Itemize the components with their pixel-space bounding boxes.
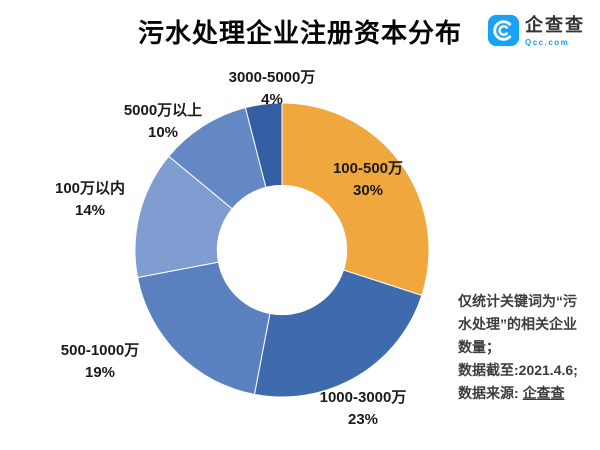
qcc-logo-icon [487,14,520,47]
slice-label-under-100: 100万以内 14% [20,178,160,222]
qcc-logo-text: 企查查 Qcc.com [525,14,585,47]
data-source-note: 仅统计关键词为“污水处理”的相关企业数量； 数据截至:2021.4.6; 数据来… [458,290,588,405]
slice-name: 500-1000万 [60,342,140,359]
slice-label-3000-5000: 3000-5000万 4% [202,67,342,111]
qcc-logo-name: 企查查 [525,15,585,35]
slice-name: 3000-5000万 [228,69,316,86]
qcc-logo-domain: Qcc.com [525,38,570,47]
slice-percent: 23% [347,411,379,428]
note-scope-line: 仅统计关键词为“污水处理”的相关企业数量； [458,293,577,355]
slice-name: 100万以内 [54,180,126,197]
note-source-prefix: 数据来源: [458,385,523,401]
donut-slice-0 [281,102,430,297]
donut-slice-2 [137,261,271,395]
donut-slice-1 [253,269,423,398]
note-source-name: 企查查 [522,385,565,401]
slice-label-500-1000: 500-1000万 19% [30,340,170,384]
note-source-line: 数据来源: 企查查 [458,382,588,405]
slice-percent: 14% [74,202,106,219]
slice-label-100-500: 100-500万 30% [298,158,438,202]
qcc-logo: 企查查 Qcc.com [487,14,585,47]
slice-percent: 4% [261,91,283,108]
chart-title: 污水处理企业注册资本分布 [137,18,462,48]
slice-label-1000-3000: 1000-3000万 23% [293,387,433,431]
slice-percent: 10% [147,124,179,141]
slice-name: 5000万以上 [123,102,203,119]
donut-slice-5 [244,102,283,188]
note-date-line: 数据截至:2021.4.6; [458,362,578,378]
slice-name: 100-500万 [332,160,404,177]
slice-percent: 30% [352,182,384,199]
slice-label-over-5000: 5000万以上 10% [93,100,233,144]
slice-percent: 19% [84,364,116,381]
slice-name: 1000-3000万 [319,389,407,406]
